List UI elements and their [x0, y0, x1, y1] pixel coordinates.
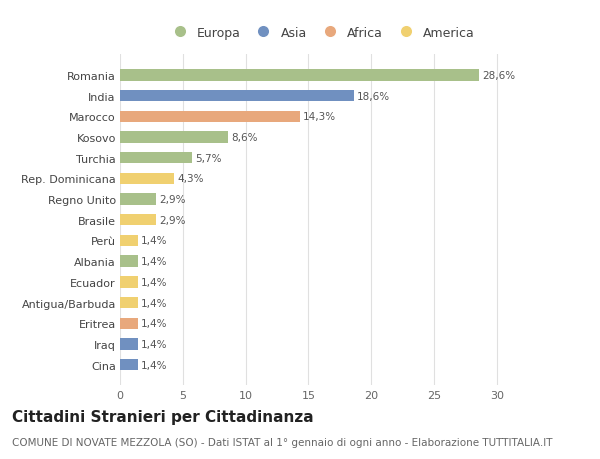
Bar: [120, 174, 174, 185]
Text: 1,4%: 1,4%: [141, 339, 167, 349]
Text: COMUNE DI NOVATE MEZZOLA (SO) - Dati ISTAT al 1° gennaio di ogni anno - Elaboraz: COMUNE DI NOVATE MEZZOLA (SO) - Dati IST…: [12, 437, 553, 448]
Bar: [120, 153, 191, 164]
Bar: [120, 215, 157, 226]
Bar: [120, 112, 299, 123]
Bar: [120, 318, 137, 329]
Text: 5,7%: 5,7%: [195, 153, 221, 163]
Bar: [120, 132, 228, 143]
Text: 1,4%: 1,4%: [141, 298, 167, 308]
Text: 14,3%: 14,3%: [303, 112, 336, 122]
Bar: [120, 339, 137, 350]
Text: 2,9%: 2,9%: [160, 215, 186, 225]
Text: 1,4%: 1,4%: [141, 360, 167, 370]
Text: 28,6%: 28,6%: [482, 71, 515, 81]
Bar: [120, 359, 137, 370]
Text: 1,4%: 1,4%: [141, 319, 167, 329]
Bar: [120, 70, 479, 81]
Text: 4,3%: 4,3%: [177, 174, 203, 184]
Text: 8,6%: 8,6%: [231, 133, 257, 143]
Legend: Europa, Asia, Africa, America: Europa, Asia, Africa, America: [162, 22, 480, 45]
Text: 1,4%: 1,4%: [141, 236, 167, 246]
Bar: [120, 256, 137, 267]
Text: 2,9%: 2,9%: [160, 195, 186, 205]
Bar: [120, 277, 137, 288]
Bar: [120, 194, 157, 205]
Bar: [120, 91, 353, 102]
Bar: [120, 297, 137, 308]
Text: 1,4%: 1,4%: [141, 277, 167, 287]
Text: 1,4%: 1,4%: [141, 257, 167, 267]
Text: Cittadini Stranieri per Cittadinanza: Cittadini Stranieri per Cittadinanza: [12, 409, 314, 425]
Bar: [120, 235, 137, 246]
Text: 18,6%: 18,6%: [357, 91, 390, 101]
